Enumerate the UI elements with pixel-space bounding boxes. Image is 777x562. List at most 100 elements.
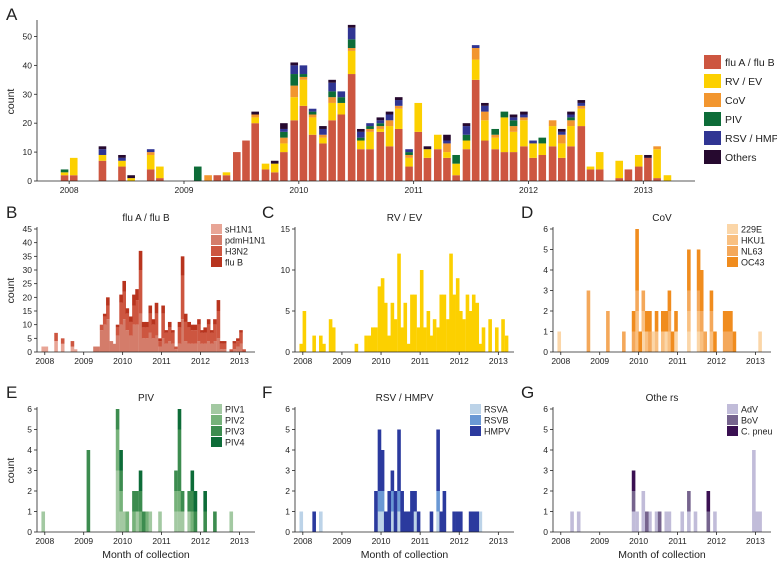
panel-d-bar-oc43 [654,311,659,332]
panel-e-bar-piv3 [203,511,207,532]
panel-e-bar-piv2 [177,491,182,512]
panel-a-bar-fluab [423,157,432,181]
panel-f-bar-rsva [436,511,440,532]
panel-e-bar-piv3 [141,511,146,532]
panel-d-bar-hku1 [641,311,646,332]
panel-b-bar-flub [177,321,182,328]
panel-f-legend-label: RSVA [484,405,508,415]
panel-f-bar-rsvb [390,491,395,512]
panel-e-bar-piv1 [229,511,234,532]
panel-d-bar-oc43 [699,270,704,311]
panel-f-x-tick-label: 2010 [372,536,391,546]
panel-g-bar-adv [654,511,659,532]
panel-b-bar-h3n2 [122,291,126,320]
panel-a-bar-others [577,100,586,103]
panel-a-bar-cov [567,120,575,127]
panel-b-bar-pdmh1n1 [129,335,133,352]
panel-b-bar-h3n2 [236,341,240,347]
panel-a-y-tick-label: 0 [27,176,32,186]
panel-b-bar-h3n2 [222,343,227,350]
panel-a-bar-rsv [405,149,413,153]
panel-b-bar-h3n2 [193,330,198,344]
panel-d-bar-hku1 [687,311,691,332]
panel-b-bar-flub [122,280,126,292]
panel-a-bar-rvev [663,175,672,181]
panel-letter-f: F [262,383,272,402]
panel-b-bar-h3n2 [171,332,175,344]
panel-e-bar-piv3 [119,470,123,491]
panel-a-bar-rvev [443,152,451,158]
panel-e-bar-piv3 [115,409,120,430]
panel-a-bar-cov [653,146,661,150]
panel-c-bar-rvev [416,327,421,352]
panel-c-y-tick-label: 10 [281,265,291,275]
panel-a-bar-rvev [69,157,78,176]
panel-a-bar-rvev [299,79,308,106]
panel-f-bar-rsvb [397,491,401,512]
panel-a-bar-cov [251,114,259,118]
panel-b-bar-pdmh1n1 [106,319,110,352]
panel-b-bar-sh1n1 [70,346,75,352]
panel-a-bar-fluab [452,175,460,181]
panel-f-x-tick-label: 2008 [293,536,312,546]
panel-a-y-tick-label: 10 [23,147,33,157]
panel-b-bar-pdmh1n1 [171,343,175,352]
panel-b-bar-flub [151,319,156,325]
panel-a-bar-fluab [146,169,155,181]
panel-c-bar-rvev [387,335,392,352]
panel-d-bar-oc43 [670,331,675,352]
panel-a-bar-rsv [385,114,394,121]
panel-b-bar-flub [161,305,165,314]
panel-a-legend-swatch-cov [704,93,721,107]
panel-b-bar-flub [144,321,149,328]
panel-g-x-tick-label: 2008 [551,536,570,546]
panel-b-bar-h3n2 [177,327,182,344]
panel-a-bar-cov [308,114,317,118]
panel-b-legend-swatch-sh1n1 [211,224,222,234]
panel-a-bar-piv [366,126,374,129]
panel-c-bar-rvev [397,253,401,352]
panel-c-bar-rvev [354,343,359,352]
panel-f-bar-rsvb [380,491,385,512]
panel-g-legend-label: BoV [741,416,758,426]
panel-g-x-tick-label: 2012 [707,536,726,546]
panel-a-bar-rvev [615,160,624,179]
panel-letter-a: A [6,5,18,24]
panel-b-y-tick-label: 35 [23,251,33,261]
panel-c-bar-rvev [407,343,411,352]
panel-d-bar-hku1 [667,331,672,352]
panel-e-bar-piv2 [190,511,195,532]
panel-a-bar-fluab [376,131,385,181]
panel-a-bar-fluab [60,175,69,181]
panel-e-bar-piv3 [187,491,192,512]
panel-f-bar-hmpv [413,491,417,512]
panel-b-bar-flub [222,341,227,344]
panel-b-legend-label: sH1N1 [225,225,253,235]
panel-b-bar-pdmh1n1 [122,319,126,352]
panel-f-bar-rsva [478,511,483,532]
panel-d-bar-oc43 [638,331,642,352]
panel-e-bar-piv1 [148,511,153,532]
panel-a-bar-cov [520,117,528,121]
panel-b-y-tick-label: 45 [23,224,33,234]
panel-a-bar-rvev [308,117,317,135]
panel-c-bar-rvev [494,327,499,352]
panel-b-bar-pdmh1n1 [148,332,153,352]
panel-c-y-tick-label: 0 [285,347,290,357]
panel-a-y-axis-label: count [5,89,17,115]
panel-d-bar-oc43 [732,331,737,352]
panel-b-bar-h3n2 [209,332,214,344]
panel-a-bar-piv [337,97,346,103]
panel-a-bar-fluab [290,120,299,181]
panel-b-bar-h3n2 [239,332,243,344]
panel-a-bar-fluab [394,128,403,181]
panel-a-bar-fluab [644,157,652,181]
panel-a-bar-fluab [156,178,164,181]
panel-g-legend-label: C. pneu [741,427,773,437]
panel-b-bar-h3n2 [183,321,188,342]
panel-g-bar-bov [657,511,662,532]
panel-a-bar-others [270,160,279,164]
panel-f-bar-hmpv [452,511,456,532]
panel-e-bar-piv3 [86,450,91,532]
panel-e-x-axis-label: Month of collection [102,549,190,561]
